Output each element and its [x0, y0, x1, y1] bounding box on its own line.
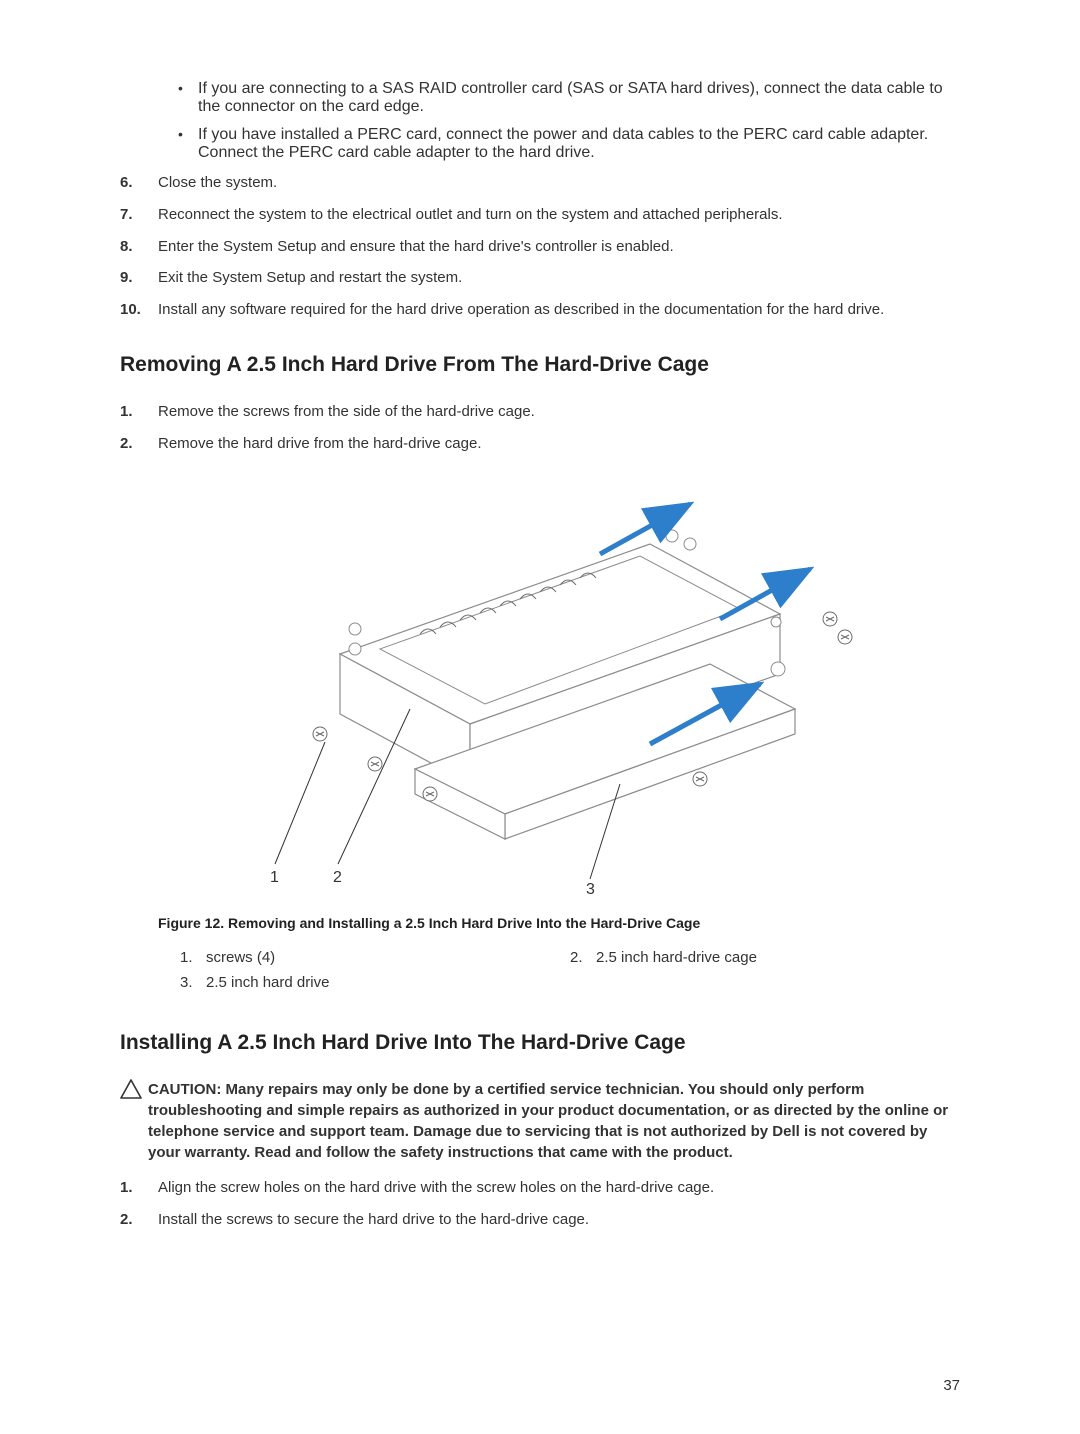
section-heading-removing: Removing A 2.5 Inch Hard Drive From The … [120, 353, 960, 377]
bullet-item: • If you are connecting to a SAS RAID co… [178, 80, 960, 116]
caution-text: CAUTION: Many repairs may only be done b… [148, 1079, 960, 1163]
removing-steps-list: 1. Remove the screws from the side of th… [120, 401, 960, 455]
section-heading-installing: Installing A 2.5 Inch Hard Drive Into Th… [120, 1031, 960, 1055]
list-text: Reconnect the system to the electrical o… [158, 204, 960, 226]
list-item: 1. Remove the screws from the side of th… [120, 401, 960, 423]
list-item: 8. Enter the System Setup and ensure tha… [120, 236, 960, 258]
legend-text: screws (4) [206, 949, 275, 966]
list-number: 7. [120, 204, 158, 226]
page-number: 37 [943, 1377, 960, 1394]
bullet-dot: • [178, 80, 198, 116]
list-item: 10. Install any software required for th… [120, 299, 960, 321]
legend-item: 3. 2.5 inch hard drive [180, 974, 570, 991]
legend-item: 1. screws (4) [180, 949, 570, 966]
legend-num: 2. [570, 949, 596, 966]
caution-block: CAUTION: Many repairs may only be done b… [120, 1079, 960, 1163]
list-text: Remove the screws from the side of the h… [158, 401, 960, 423]
fig-label-2: 2 [333, 869, 342, 886]
figure-caption: Figure 12. Removing and Installing a 2.5… [158, 915, 960, 931]
hard-drive-cage-illustration: 1 2 3 [220, 474, 860, 894]
list-item: 1. Align the screw holes on the hard dri… [120, 1177, 960, 1199]
legend-text: 2.5 inch hard-drive cage [596, 949, 757, 966]
list-number: 1. [120, 1177, 158, 1199]
document-page: • If you are connecting to a SAS RAID co… [0, 0, 1080, 1434]
bullet-item: • If you have installed a PERC card, con… [178, 126, 960, 162]
fig-label-1: 1 [270, 869, 279, 886]
bullet-dot: • [178, 126, 198, 162]
list-item: 6. Close the system. [120, 172, 960, 194]
list-text: Install any software required for the ha… [158, 299, 960, 321]
list-text: Enter the System Setup and ensure that t… [158, 236, 960, 258]
legend-num: 1. [180, 949, 206, 966]
fig-label-3: 3 [586, 881, 595, 894]
list-number: 9. [120, 267, 158, 289]
legend-item: 2. 2.5 inch hard-drive cage [570, 949, 960, 966]
list-number: 10. [120, 299, 158, 321]
figure-legend: 1. screws (4) 2. 2.5 inch hard-drive cag… [180, 949, 960, 999]
list-text: Remove the hard drive from the hard-driv… [158, 433, 960, 455]
bullet-text: If you have installed a PERC card, conne… [198, 126, 960, 162]
bullet-text: If you are connecting to a SAS RAID cont… [198, 80, 960, 116]
list-number: 8. [120, 236, 158, 258]
list-number: 2. [120, 433, 158, 455]
legend-text: 2.5 inch hard drive [206, 974, 329, 991]
list-item: 7. Reconnect the system to the electrica… [120, 204, 960, 226]
caution-icon [120, 1079, 148, 1163]
installing-steps-list: 1. Align the screw holes on the hard dri… [120, 1177, 960, 1231]
list-number: 2. [120, 1209, 158, 1231]
list-text: Exit the System Setup and restart the sy… [158, 267, 960, 289]
list-item: 9. Exit the System Setup and restart the… [120, 267, 960, 289]
legend-num: 3. [180, 974, 206, 991]
figure-12: 1 2 3 [120, 474, 960, 899]
list-number: 1. [120, 401, 158, 423]
list-text: Install the screws to secure the hard dr… [158, 1209, 960, 1231]
list-text: Close the system. [158, 172, 960, 194]
list-item: 2. Remove the hard drive from the hard-d… [120, 433, 960, 455]
list-text: Align the screw holes on the hard drive … [158, 1177, 960, 1199]
list-number: 6. [120, 172, 158, 194]
top-numbered-list: 6. Close the system. 7. Reconnect the sy… [120, 172, 960, 321]
list-item: 2. Install the screws to secure the hard… [120, 1209, 960, 1231]
top-sub-bullets: • If you are connecting to a SAS RAID co… [178, 80, 960, 162]
